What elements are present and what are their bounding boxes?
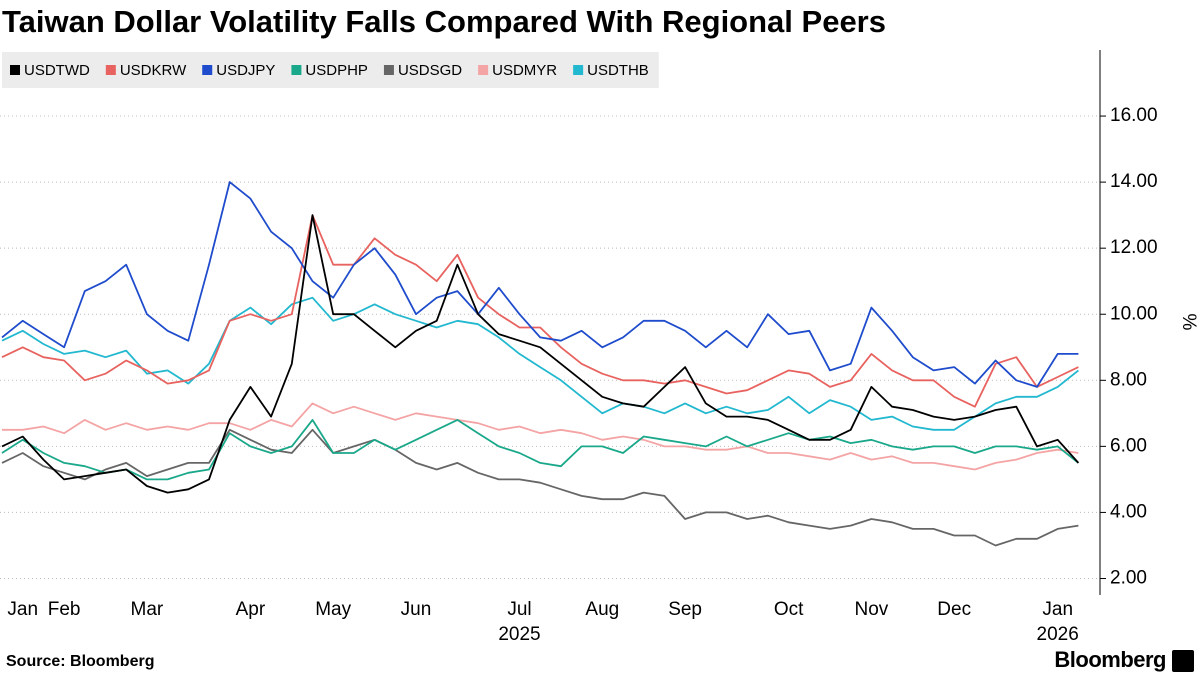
legend-swatch xyxy=(291,65,302,75)
series-line xyxy=(1,419,1079,481)
legend-label: USDPHP xyxy=(305,62,368,79)
legend-label: USDMYR xyxy=(492,62,557,79)
x-tick-label: Oct xyxy=(774,599,804,620)
x-tick-label: Aug xyxy=(585,599,619,620)
x-year-label: 2026 xyxy=(1037,624,1079,645)
y-tick-label: 12.00 xyxy=(1110,237,1158,258)
y-tick-label: 10.00 xyxy=(1110,303,1158,324)
series-line xyxy=(1,214,1079,408)
x-tick-label: Nov xyxy=(855,599,889,620)
logo-icon xyxy=(1172,650,1194,672)
x-tick-label: Jan xyxy=(7,599,38,620)
legend-swatch xyxy=(105,65,116,75)
x-tick-label: Jun xyxy=(401,599,432,620)
x-tick-label: Feb xyxy=(48,599,81,620)
y-axis-label: % xyxy=(1178,314,1199,331)
legend-swatch xyxy=(202,65,213,75)
series-line xyxy=(1,181,1079,388)
series-line xyxy=(1,428,1079,547)
y-tick-label: 14.00 xyxy=(1110,171,1158,192)
x-tick-label: Jan xyxy=(1042,599,1073,620)
legend-swatch xyxy=(573,65,584,75)
x-tick-label: Mar xyxy=(131,599,164,620)
y-tick-label: 2.00 xyxy=(1110,568,1147,589)
y-tick-label: 4.00 xyxy=(1110,501,1147,522)
x-year-label: 2025 xyxy=(498,624,540,645)
x-tick-label: Apr xyxy=(236,599,266,620)
source: Source: Bloomberg xyxy=(6,653,154,670)
series-line xyxy=(2,402,1079,471)
series-line xyxy=(1,214,1080,494)
legend-label: USDTWD xyxy=(24,62,90,79)
x-tick-label: Jul xyxy=(507,599,531,620)
y-tick-label: 8.00 xyxy=(1110,369,1147,390)
legend-swatch xyxy=(383,65,394,75)
legend-label: USDJPY xyxy=(216,62,275,79)
x-tick-label: Sep xyxy=(668,599,702,620)
legend-label: USDSGD xyxy=(398,62,462,79)
y-tick-label: 16.00 xyxy=(1110,105,1158,126)
logo: Bloomberg xyxy=(1054,647,1166,672)
legend-label: USDTHB xyxy=(587,62,649,79)
legend-label: USDKRW xyxy=(120,62,187,79)
legend-swatch xyxy=(10,65,20,75)
x-tick-label: May xyxy=(315,599,351,620)
chart-title: Taiwan Dollar Volatility Falls Compared … xyxy=(2,4,886,39)
legend-swatch xyxy=(478,65,489,75)
series-line xyxy=(1,296,1079,431)
y-tick-label: 6.00 xyxy=(1110,435,1147,456)
x-tick-label: Dec xyxy=(937,599,971,620)
